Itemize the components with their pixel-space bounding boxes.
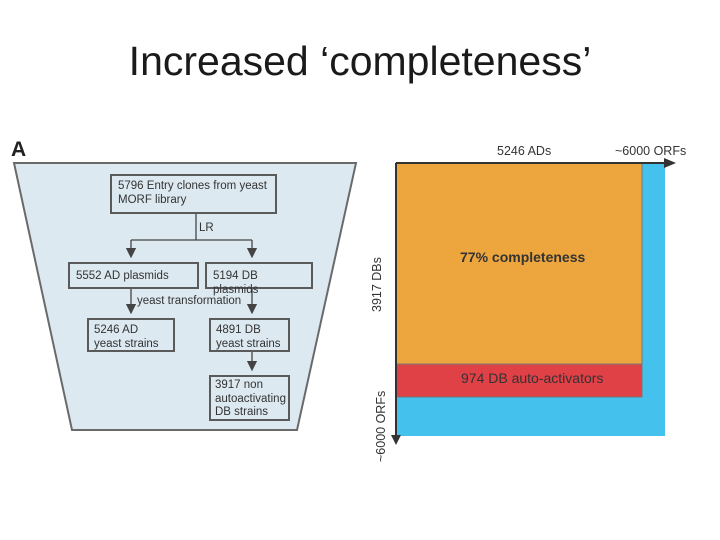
db-strains-box: 4891 DB yeast strains xyxy=(209,318,290,352)
slide-title: Increased ‘completeness’ xyxy=(128,38,592,84)
db-plasmids-box: 5194 DB plasmids xyxy=(205,262,313,296)
ad-strains-text: 5246 AD yeast strains xyxy=(94,324,159,350)
matrix-left-axis-arrow xyxy=(391,435,401,445)
completeness-label: 77% completeness xyxy=(460,249,586,265)
orfs-left-label: ~6000 ORFs xyxy=(374,390,388,462)
entry-clones-text: 5796 Entry clones from yeast MORF librar… xyxy=(118,180,267,206)
ad-strains-box: 5246 AD yeast strains xyxy=(87,318,175,352)
auto-activators-label: 974 DB auto-activators xyxy=(461,370,604,386)
entry-clones-box: 5796 Entry clones from yeast MORF librar… xyxy=(110,174,277,214)
matrix-orange-area xyxy=(395,162,643,365)
matrix-top-axis-arrow xyxy=(664,158,676,168)
non-auto-strains-text: 3917 non autoactivating DB strains xyxy=(215,379,286,418)
db-strains-text: 4891 DB yeast strains xyxy=(216,324,281,350)
db-plasmids-text: 5194 DB plasmids xyxy=(213,270,259,296)
lr-label: LR xyxy=(199,222,214,234)
dbs-count-label: 3917 DBs xyxy=(370,257,384,312)
ads-count-label: 5246 ADs xyxy=(497,144,552,158)
ad-plasmids-text: 5552 AD plasmids xyxy=(76,270,169,282)
orfs-top-label: ~6000 ORFs xyxy=(615,144,687,158)
funnel-shape xyxy=(12,162,358,431)
ad-plasmids-box: 5552 AD plasmids xyxy=(68,262,199,289)
panel-label: A xyxy=(11,138,27,161)
yeast-transformation-label: yeast transformation xyxy=(137,295,242,307)
non-auto-strains-box: 3917 non autoactivating DB strains xyxy=(209,375,290,421)
